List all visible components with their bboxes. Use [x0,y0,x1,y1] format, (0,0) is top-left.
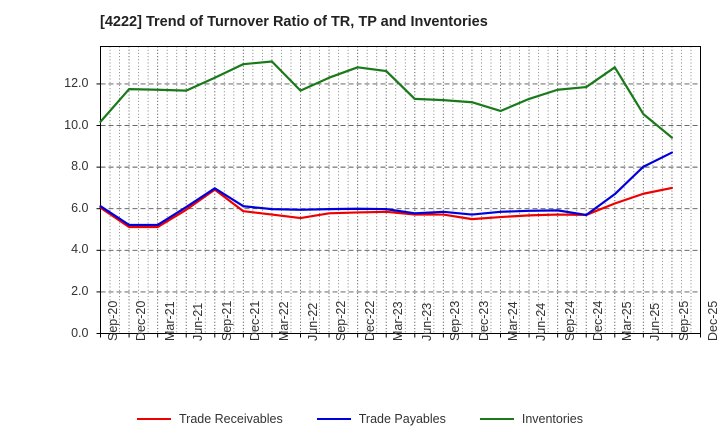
x-tick-label: Jun-24 [534,302,549,341]
series-line-trade-receivables [99,186,674,229]
x-tick-label: Sep-23 [448,300,463,341]
plot-frame [100,46,701,334]
series-line-trade-payables [99,151,674,227]
legend-label: Inventories [521,412,583,426]
y-tick-label: 8.0 [71,159,89,174]
y-tick-label: 6.0 [71,200,89,215]
x-tick-label: Mar-23 [391,300,406,341]
x-tick-label: Sep-20 [105,300,120,341]
chart-legend: Trade Receivables Trade Payables Inventori… [0,404,720,434]
y-tick-marks [96,83,101,334]
x-tick-label: Mar-25 [619,300,634,341]
legend-item[interactable]: Trade Payables [316,412,446,426]
x-tick-label: Sep-24 [562,300,577,341]
y-tick-label: 0.0 [71,325,89,340]
legend-line-icon [479,418,514,420]
x-tick-label: Sep-21 [219,300,234,341]
series-line-inventories [99,60,674,139]
x-tick-label: Dec-25 [705,300,720,341]
x-tick-label: Jun-25 [648,302,663,341]
x-tick-label: Jun-21 [191,302,206,341]
legend-line-icon [136,418,171,420]
x-tick-label: Sep-25 [676,300,691,341]
y-tick-label: 10.0 [64,117,89,132]
x-tick-label: Dec-22 [362,300,377,341]
x-tick-label: Jun-22 [305,302,320,341]
major-gridlines [100,83,701,293]
minor-gridlines [109,46,692,334]
legend-label: Trade Payables [358,412,446,426]
y-tick-label: 4.0 [71,242,89,257]
x-tick-label: Dec-20 [134,300,149,341]
y-tick-label: 2.0 [71,283,89,298]
legend-item[interactable]: Inventories [479,412,583,426]
x-tick-label: Mar-21 [162,300,177,341]
legend-item[interactable]: Trade Receivables [136,412,283,426]
y-tick-label: 12.0 [64,75,89,90]
legend-line-icon [316,418,351,420]
legend-label: Trade Receivables [178,412,283,426]
x-tick-label: Dec-21 [248,300,263,341]
x-tick-label: Dec-23 [476,300,491,341]
x-tick-label: Jun-23 [419,302,434,341]
x-tick-label: Mar-24 [505,300,520,341]
x-tick-label: Mar-22 [276,300,291,341]
chart-title: [4222] Trend of Turnover Ratio of TR, TP… [100,14,488,30]
series-lines [99,60,674,229]
x-tick-marks [100,333,701,338]
x-tick-label: Dec-24 [591,300,606,341]
x-tick-label: Sep-22 [334,300,349,341]
